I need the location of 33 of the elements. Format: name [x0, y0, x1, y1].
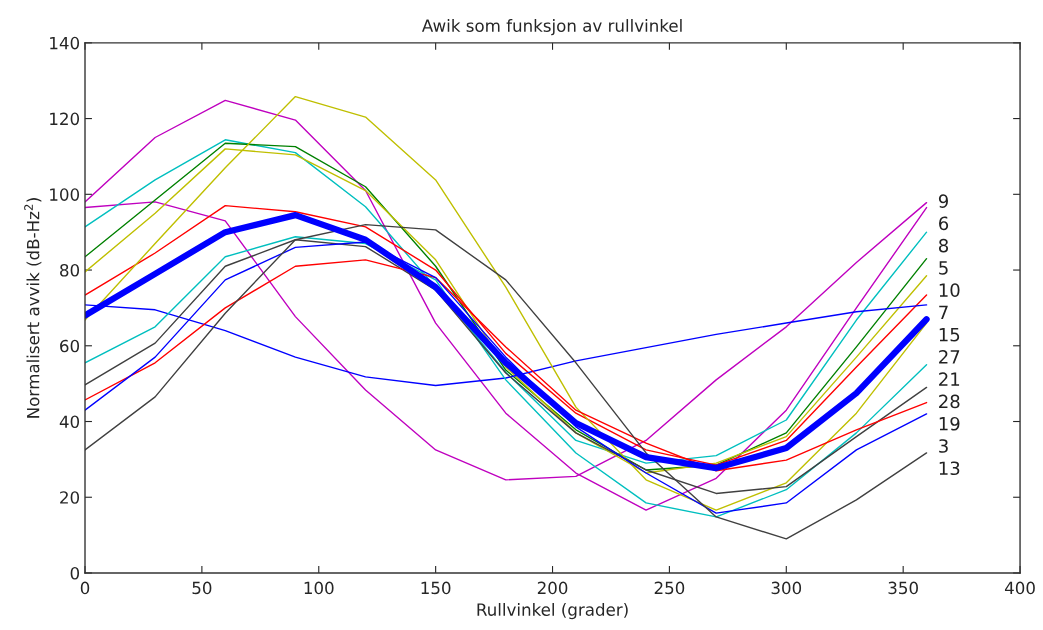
x-tick-label: 300: [771, 581, 802, 595]
y-tick-label: 140: [50, 36, 80, 50]
series-label: 19: [939, 416, 960, 431]
x-tick-label: 150: [421, 581, 451, 595]
series-label: 27: [939, 350, 960, 364]
x-tick-label: 400: [1004, 581, 1035, 595]
y-tick-label: 60: [60, 339, 80, 353]
y-tick-label: 120: [50, 112, 80, 126]
x-tick-label: 100: [304, 581, 334, 595]
y-tick-label: 0: [70, 566, 80, 580]
y-tick-label: 20: [60, 491, 80, 504]
series-label: 10: [939, 283, 960, 297]
y-tick-label: 100: [50, 188, 80, 201]
x-tick-label: 50: [192, 581, 212, 595]
x-axis-title: Rullvinkel (grader): [477, 603, 628, 620]
series-label: 15: [939, 328, 960, 342]
x-tick-label: 0: [80, 581, 90, 595]
series-label: 21: [939, 372, 960, 386]
y-tick-label: 40: [59, 415, 80, 429]
x-tick-label: 350: [888, 581, 918, 595]
series-label: 5: [939, 261, 948, 275]
series-label: 9: [938, 194, 948, 208]
y-axis-title: Normalisert avvik (dB-Hz$^{2}$): [24, 198, 42, 418]
series-label: 7: [939, 305, 948, 319]
series-label: 6: [939, 216, 949, 231]
series-label: 3: [939, 439, 948, 453]
series-label: 28: [939, 394, 960, 409]
y-tick-label: 80: [60, 264, 80, 277]
x-tick-label: 200: [537, 581, 568, 595]
series-label: 13: [939, 461, 960, 476]
chart-title: Awik som funksjon av rullvinkel: [421, 19, 682, 36]
x-tick-label: 250: [654, 581, 685, 595]
series-label: 8: [938, 238, 949, 253]
